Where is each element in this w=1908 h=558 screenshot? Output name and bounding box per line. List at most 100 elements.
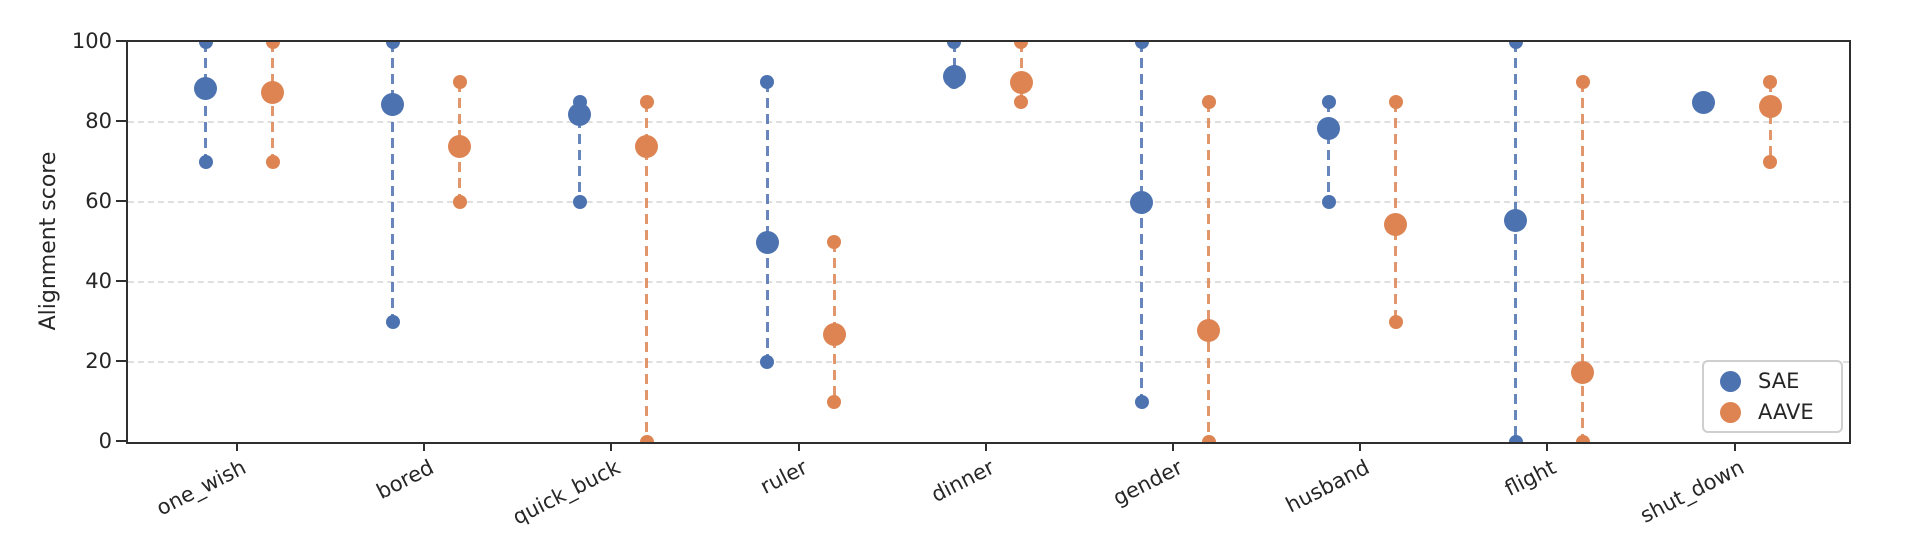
y-tick-label: 100 bbox=[71, 29, 112, 53]
x-tick-mark bbox=[797, 442, 800, 451]
x-tick-mark bbox=[610, 442, 613, 451]
min-dot bbox=[760, 355, 775, 369]
y-tick-label: 0 bbox=[98, 429, 112, 453]
mean-dot bbox=[755, 230, 779, 254]
mean-dot bbox=[448, 134, 472, 158]
mean-dot bbox=[381, 92, 405, 116]
mean-dot bbox=[1691, 90, 1715, 114]
range-line bbox=[1581, 82, 1585, 442]
min-dot bbox=[1388, 315, 1403, 329]
mean-dot bbox=[1197, 318, 1220, 342]
range-line bbox=[1140, 42, 1143, 402]
y-tick-label: 40 bbox=[85, 269, 112, 293]
range-line bbox=[578, 102, 582, 202]
max-dot bbox=[385, 42, 400, 49]
max-dot bbox=[1388, 95, 1403, 109]
legend-marker-icon bbox=[1720, 401, 1741, 423]
legend-item: SAE bbox=[1720, 369, 1841, 393]
max-dot bbox=[1321, 95, 1336, 109]
mean-dot bbox=[1504, 208, 1528, 232]
mean-dot bbox=[822, 322, 846, 346]
max-dot bbox=[1134, 42, 1149, 49]
min-dot bbox=[1508, 435, 1523, 442]
legend-item-label: SAE bbox=[1758, 369, 1800, 393]
y-tick-mark bbox=[116, 200, 126, 202]
min-dot bbox=[385, 315, 400, 329]
mean-dot bbox=[568, 102, 592, 126]
max-dot bbox=[1763, 75, 1778, 89]
range-line bbox=[1768, 82, 1772, 162]
grid-line bbox=[128, 121, 1849, 123]
min-dot bbox=[198, 155, 213, 169]
max-dot bbox=[639, 95, 654, 109]
range-line bbox=[952, 42, 956, 82]
max-dot bbox=[1508, 42, 1523, 49]
range-line bbox=[832, 242, 836, 402]
y-tick-label: 80 bbox=[85, 109, 112, 133]
mean-dot bbox=[635, 134, 659, 158]
x-category-label: bored bbox=[372, 455, 438, 504]
range-line bbox=[1327, 102, 1331, 202]
max-dot bbox=[827, 235, 842, 249]
max-dot bbox=[947, 42, 962, 49]
legend-item: AAVE bbox=[1720, 400, 1841, 424]
grid-line bbox=[128, 201, 1849, 203]
min-dot bbox=[1321, 195, 1336, 209]
x-tick-mark bbox=[1172, 442, 1174, 451]
x-category-label: shut_down bbox=[1635, 455, 1748, 528]
min-dot bbox=[1134, 395, 1149, 409]
y-tick-mark bbox=[116, 40, 126, 42]
range-line bbox=[1207, 102, 1210, 442]
min-dot bbox=[1575, 435, 1590, 442]
min-dot bbox=[1763, 155, 1778, 169]
x-tick-mark bbox=[423, 442, 426, 451]
mean-dot bbox=[1317, 116, 1341, 140]
max-dot bbox=[265, 42, 280, 49]
x-tick-mark bbox=[984, 442, 987, 451]
mean-dot bbox=[261, 80, 284, 104]
x-tick-mark bbox=[1546, 442, 1549, 451]
min-dot bbox=[452, 195, 467, 209]
max-dot bbox=[1014, 42, 1029, 49]
min-dot bbox=[265, 155, 280, 169]
mean-dot bbox=[194, 76, 217, 100]
y-tick-mark bbox=[116, 360, 126, 362]
min-dot bbox=[639, 435, 654, 442]
grid-line bbox=[128, 361, 1849, 363]
max-dot bbox=[760, 75, 775, 89]
min-dot bbox=[1201, 435, 1216, 442]
grid-line bbox=[128, 281, 1849, 283]
max-dot bbox=[1201, 95, 1216, 109]
range-line bbox=[391, 42, 395, 322]
x-category-label: flight bbox=[1501, 455, 1561, 501]
max-dot bbox=[198, 42, 213, 49]
x-category-label: gender bbox=[1108, 455, 1186, 511]
y-tick-mark bbox=[116, 120, 126, 122]
mean-dot bbox=[942, 64, 966, 88]
x-category-label: ruler bbox=[756, 455, 812, 499]
range-line bbox=[645, 102, 649, 442]
x-category-label: husband bbox=[1281, 455, 1374, 518]
x-category-label: quick_buck bbox=[509, 455, 625, 530]
range-line bbox=[1514, 42, 1518, 442]
mean-dot bbox=[1009, 70, 1033, 94]
y-tick-label: 60 bbox=[85, 189, 112, 213]
y-tick-mark bbox=[116, 280, 126, 282]
x-category-label: one_wish bbox=[152, 455, 250, 521]
max-dot bbox=[1575, 75, 1590, 89]
min-dot bbox=[1014, 95, 1029, 109]
max-dot bbox=[452, 75, 467, 89]
min-dot bbox=[827, 395, 842, 409]
legend-item-label: AAVE bbox=[1758, 400, 1814, 424]
mean-dot bbox=[1758, 94, 1782, 118]
plot-area bbox=[126, 40, 1851, 444]
y-tick-mark bbox=[116, 440, 126, 442]
mean-dot bbox=[1571, 360, 1595, 384]
mean-dot bbox=[1130, 190, 1153, 214]
y-axis-label: Alignment score bbox=[36, 151, 61, 331]
x-tick-mark bbox=[1733, 442, 1736, 451]
range-line bbox=[204, 42, 207, 162]
legend-marker-icon bbox=[1720, 370, 1741, 392]
min-dot bbox=[572, 195, 587, 209]
